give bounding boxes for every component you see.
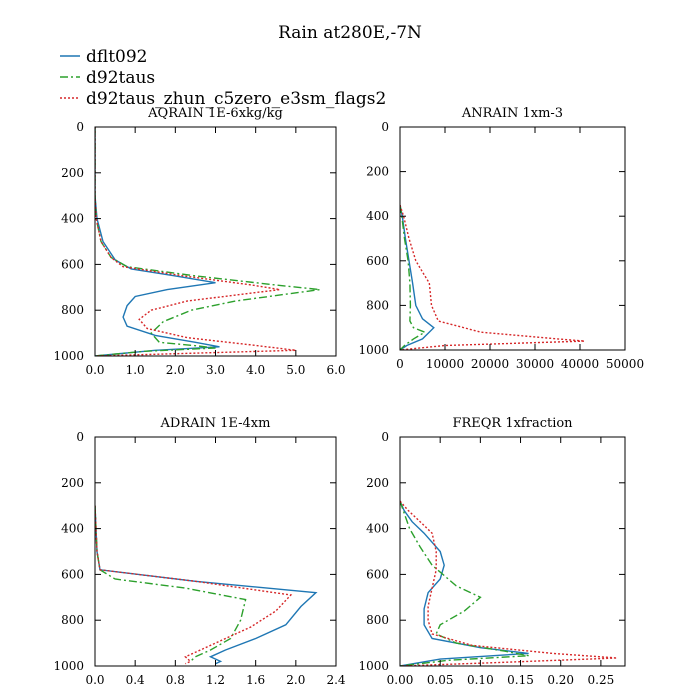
x-tick-label: 4.0 <box>246 363 265 377</box>
x-tick-label: 0.0 <box>85 363 104 377</box>
y-tick-label: 600 <box>61 257 84 271</box>
x-tick-label: 1.0 <box>126 363 145 377</box>
y-tick-label: 400 <box>366 522 389 536</box>
panel-title: AQRAIN 1E-6xkg/kg <box>147 106 283 121</box>
x-tick-label: 2.4 <box>326 673 345 687</box>
y-tick-label: 600 <box>366 567 389 581</box>
x-tick-label: 30000 <box>516 357 554 371</box>
y-tick-label: 400 <box>61 212 84 226</box>
x-tick-label: 0.4 <box>126 673 145 687</box>
panel-4: FREQR 1xfraction 0.00 0.05 0.10 0.15 0.20 0.25… <box>358 416 626 687</box>
x-tick-label: 1.2 <box>206 673 225 687</box>
y-tick-label: 800 <box>61 613 84 627</box>
y-tick-label: 1000 <box>53 659 84 673</box>
series-line-3 <box>400 204 585 350</box>
y-tick-label: 0 <box>76 430 84 444</box>
series-line-2 <box>400 500 529 666</box>
panel-1: AQRAIN 1E-6xkg/kg 0.0 1.0 2.0 3.0 4.0 5.0 6.0 0 2… <box>53 106 345 377</box>
x-tick-label: 1.6 <box>246 673 265 687</box>
panels: AQRAIN 1E-6xkg/kg 0.0 1.0 2.0 3.0 4.0 5.0 6.0 0 2… <box>53 106 644 687</box>
y-tick-label: 400 <box>61 522 84 536</box>
series-line-1 <box>95 127 220 356</box>
x-tick-label: 0.05 <box>427 673 454 687</box>
y-tick-label: 0 <box>381 430 389 444</box>
x-tick-label: 20000 <box>471 357 509 371</box>
y-tick-label: 200 <box>61 476 84 490</box>
series-line-3 <box>400 500 618 666</box>
panel-3: ADRAIN 1E-4xm 0.0 0.4 0.8 1.2 1.6 2.0 2.4 0 200 40… <box>53 416 345 687</box>
legend-item-2: d92taus <box>60 68 155 88</box>
y-tick-label: 800 <box>61 303 84 317</box>
panel-title: ADRAIN 1E-4xm <box>160 416 271 431</box>
y-tick-label: 1000 <box>358 343 389 357</box>
axis-frame <box>94 436 337 667</box>
legend-item-1: dflt092 <box>60 47 148 67</box>
series-line-3 <box>95 127 296 356</box>
x-tick-label: 10000 <box>426 357 464 371</box>
x-tick-label: 0.00 <box>387 673 414 687</box>
axis-frame <box>399 436 626 667</box>
y-tick-label: 200 <box>366 476 389 490</box>
x-tick-label: 2.0 <box>166 363 185 377</box>
x-tick-label: 0.8 <box>166 673 185 687</box>
x-tick-label: 50000 <box>606 357 644 371</box>
series-line-2 <box>95 505 247 662</box>
legend-label-d92taus: d92taus <box>86 68 155 88</box>
x-tick-label: 3.0 <box>206 363 225 377</box>
y-tick-label: 0 <box>76 120 84 134</box>
x-tick-label: 0 <box>396 357 404 371</box>
series-line-1 <box>400 500 529 666</box>
y-tick-label: 200 <box>61 166 84 180</box>
y-tick-label: 0 <box>381 120 389 134</box>
legend: dflt092 d92taus d92taus_zhun_c5zero_e3sm… <box>60 47 386 109</box>
y-tick-label: 200 <box>366 165 389 179</box>
axis-frame <box>399 126 626 351</box>
series-line-2 <box>95 127 320 356</box>
y-tick-label: 800 <box>366 613 389 627</box>
panel-2: ANRAIN 1xm-3 0 10000 20000 30000 40000 50000 0 2… <box>358 106 644 371</box>
x-tick-label: 2.0 <box>286 673 305 687</box>
y-tick-label: 1000 <box>358 659 389 673</box>
x-tick-label: 5.0 <box>286 363 305 377</box>
panel-title: ANRAIN 1xm-3 <box>461 106 563 121</box>
panel-title: FREQR 1xfraction <box>452 416 573 431</box>
x-tick-label: 0.0 <box>85 673 104 687</box>
x-tick-label: 0.20 <box>547 673 574 687</box>
x-tick-label: 40000 <box>561 357 599 371</box>
legend-label-d92taus-zhun: d92taus_zhun_c5zero_e3sm_flags2 <box>86 89 386 109</box>
x-tick-label: 0.25 <box>588 673 615 687</box>
axis-frame <box>94 126 337 357</box>
y-tick-label: 400 <box>366 209 389 223</box>
y-tick-label: 600 <box>366 254 389 268</box>
legend-label-dflt092: dflt092 <box>86 47 148 67</box>
y-tick-label: 600 <box>61 567 84 581</box>
series-line-1 <box>95 505 318 665</box>
x-tick-label: 6.0 <box>326 363 345 377</box>
y-tick-label: 800 <box>366 298 389 312</box>
series-line-3 <box>95 505 293 665</box>
figure-title: Rain at280E,-7N <box>278 23 422 43</box>
legend-item-3: d92taus_zhun_c5zero_e3sm_flags2 <box>60 89 386 109</box>
x-tick-label: 0.10 <box>467 673 494 687</box>
series-line-1 <box>400 204 435 350</box>
x-tick-label: 0.15 <box>507 673 534 687</box>
series-line-2 <box>400 204 427 350</box>
y-tick-label: 1000 <box>53 349 84 363</box>
